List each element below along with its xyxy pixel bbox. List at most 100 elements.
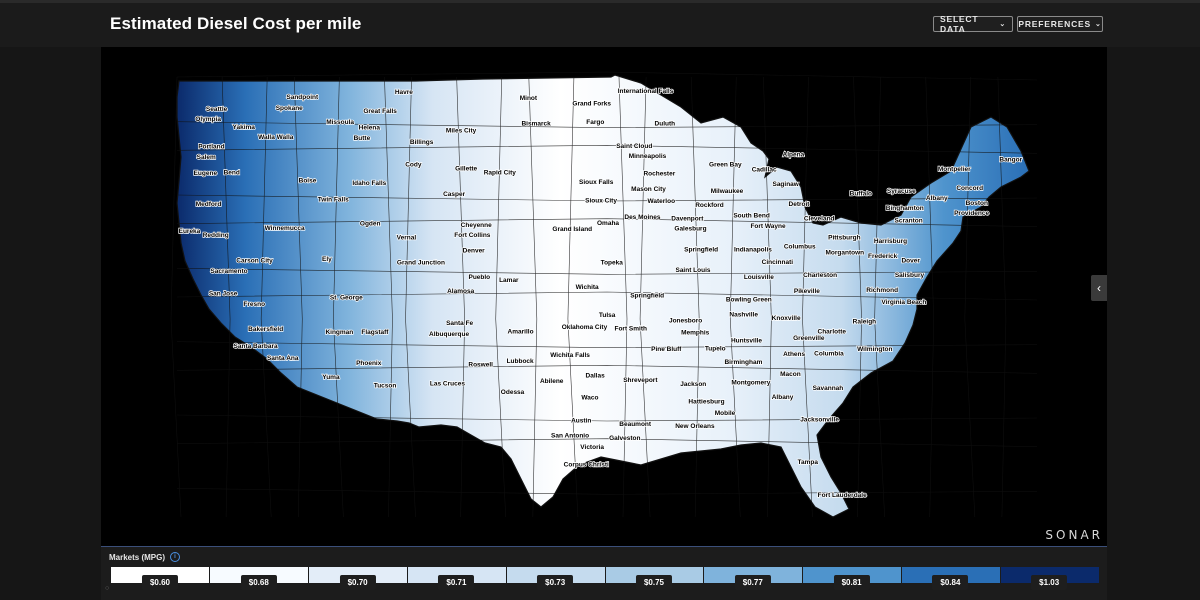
city-label: Columbia bbox=[814, 350, 844, 357]
city-label: Pueblo bbox=[468, 274, 490, 281]
city-label: Memphis bbox=[681, 330, 710, 337]
market-border-line bbox=[176, 414, 1038, 422]
city-label: Phoenix bbox=[356, 360, 382, 367]
map-panel[interactable]: Havre International Falls Minot Grand Forks… bbox=[101, 47, 1107, 546]
city-label: Austin bbox=[571, 417, 591, 424]
city-label: Helena bbox=[359, 124, 381, 131]
city-label: Eureka bbox=[179, 228, 201, 235]
legend-value-badge: $0.75 bbox=[635, 575, 673, 590]
city-label: Minneapolis bbox=[629, 153, 667, 160]
city-label: Tampa bbox=[798, 459, 819, 466]
city-label: Corpus Christi bbox=[564, 462, 609, 469]
city-label: Bakersfield bbox=[248, 326, 283, 333]
city-label: St. George bbox=[330, 295, 363, 302]
city-label: Frederick bbox=[868, 253, 898, 260]
city-label: Waterloo bbox=[647, 198, 675, 205]
city-label: Abilene bbox=[540, 378, 564, 385]
market-borders bbox=[170, 71, 1038, 518]
city-label: Saint Cloud bbox=[616, 143, 652, 150]
city-label: Jonesboro bbox=[669, 317, 702, 324]
city-label: Idaho Falls bbox=[352, 180, 386, 187]
city-label: South Bend bbox=[733, 212, 769, 219]
city-label: Springfield bbox=[684, 247, 718, 254]
legend-title: Markets (MPG) bbox=[109, 552, 166, 562]
city-label: Walla Walla bbox=[258, 134, 294, 141]
city-label: New Orleans bbox=[675, 423, 715, 430]
market-border-line bbox=[176, 341, 1038, 348]
city-label: Indianapolis bbox=[734, 247, 772, 254]
city-label: Des Moines bbox=[624, 214, 661, 221]
market-border-line bbox=[925, 76, 935, 518]
legend-value-badge: $0.70 bbox=[339, 575, 376, 590]
city-label: Alamosa bbox=[447, 288, 474, 295]
city-label: Casper bbox=[443, 191, 466, 198]
city-label: Nashville bbox=[729, 312, 758, 319]
city-label: Grand Junction bbox=[397, 259, 445, 266]
contiguous-us-land[interactable] bbox=[176, 74, 1030, 518]
city-label: Vernal bbox=[397, 234, 417, 241]
city-label: Bismarck bbox=[521, 120, 551, 127]
city-label: Louisville bbox=[744, 274, 774, 281]
legend-value-badge: $0.68 bbox=[240, 575, 277, 590]
city-label: Fort Collins bbox=[454, 232, 490, 239]
city-label: Oklahoma City bbox=[562, 324, 608, 331]
city-label: Saint Louis bbox=[675, 267, 710, 274]
city-label: Buffalo bbox=[850, 191, 872, 198]
market-border-line bbox=[176, 268, 1038, 275]
city-label: Gillette bbox=[455, 166, 477, 173]
city-label: Minot bbox=[520, 95, 538, 102]
city-label: Montpelier bbox=[938, 166, 971, 173]
city-label: Yuma bbox=[322, 374, 340, 381]
market-border-line bbox=[260, 76, 272, 518]
collapse-panel-button[interactable]: ‹ bbox=[1091, 275, 1107, 301]
chevron-down-icon: ⌄ bbox=[999, 21, 1006, 28]
city-label: Raleigh bbox=[853, 318, 877, 325]
market-border-line bbox=[997, 76, 1007, 518]
city-label: Rapid City bbox=[484, 169, 517, 176]
city-label: Birmingham bbox=[724, 359, 762, 366]
city-label: Sandpoint bbox=[286, 94, 319, 101]
city-label: Cleveland bbox=[804, 216, 835, 223]
city-label: Cheyenne bbox=[461, 222, 492, 229]
city-label: Omaha bbox=[597, 220, 619, 227]
city-label: Spokane bbox=[276, 105, 303, 112]
market-border-line bbox=[964, 76, 976, 518]
market-border-line bbox=[384, 76, 393, 518]
city-label: Winnemucca bbox=[265, 225, 305, 232]
market-border-line bbox=[176, 145, 1038, 154]
city-label: Havre bbox=[395, 89, 413, 96]
city-label: Flagstaff bbox=[361, 329, 389, 336]
market-border-line bbox=[176, 121, 1038, 128]
market-border-line bbox=[176, 71, 1038, 81]
city-label: Tulsa bbox=[599, 312, 616, 319]
select-data-label: SELECT DATA bbox=[940, 14, 979, 34]
city-label: Victoria bbox=[580, 444, 604, 451]
city-label: Santa Fe bbox=[446, 320, 473, 327]
city-label: Huntsville bbox=[731, 337, 762, 344]
city-label: Cody bbox=[405, 161, 422, 168]
city-label: Santa Ana bbox=[267, 355, 299, 362]
city-label: Fort Lauderdale bbox=[818, 492, 868, 499]
info-icon[interactable]: i bbox=[170, 552, 181, 562]
city-label: Charleston bbox=[803, 272, 837, 279]
market-border-line bbox=[176, 488, 1038, 495]
us-map[interactable]: Havre International Falls Minot Grand Forks… bbox=[101, 47, 1107, 546]
chevron-down-icon: ⌄ bbox=[1094, 21, 1102, 28]
city-label: Wilmington bbox=[857, 346, 892, 353]
city-label: Jackson bbox=[680, 381, 706, 388]
city-label: Carson City bbox=[236, 258, 273, 265]
city-label: Medford bbox=[196, 201, 222, 208]
city-label: Boise bbox=[299, 178, 317, 185]
city-label: Beaumont bbox=[619, 421, 652, 428]
market-border-line bbox=[763, 76, 772, 518]
city-label: Waco bbox=[581, 394, 598, 401]
preferences-button[interactable]: PREFERENCES ⌄ bbox=[1017, 16, 1103, 32]
city-label: Duluth bbox=[655, 121, 676, 128]
city-label: Savannah bbox=[813, 385, 844, 392]
city-label: Milwaukee bbox=[711, 188, 744, 195]
legend-panel: Markets (MPG) i $0.60 $0.68 $0.70 $0.71 $0.7… bbox=[101, 546, 1107, 600]
select-data-button[interactable]: SELECT DATA ⌄ bbox=[933, 14, 1013, 34]
legend-value-badge: $0.81 bbox=[833, 575, 870, 590]
city-label: Concord bbox=[956, 185, 983, 192]
city-label: Wichita bbox=[576, 284, 599, 291]
